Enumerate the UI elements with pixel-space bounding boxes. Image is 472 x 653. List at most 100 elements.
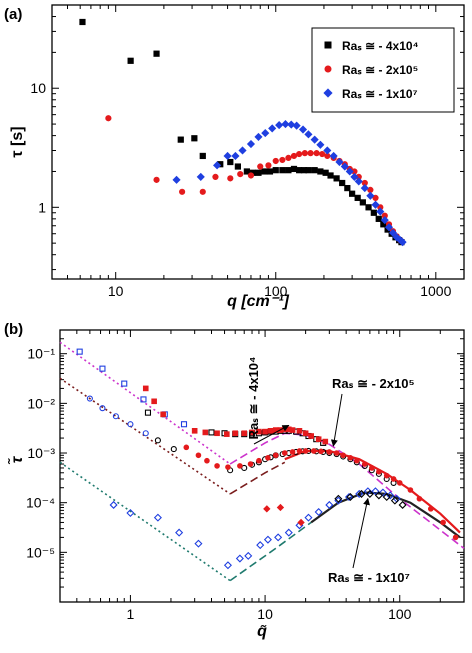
plot-b-point bbox=[263, 535, 272, 544]
plot-b-series-8 bbox=[263, 503, 305, 527]
plot-a-point bbox=[329, 151, 338, 161]
plot-b-point bbox=[256, 428, 262, 435]
plot-b-fit-line-3 bbox=[229, 461, 286, 495]
plot-b-point bbox=[151, 398, 157, 405]
plot-a-point bbox=[272, 157, 279, 165]
plot-a-point bbox=[266, 168, 274, 175]
plot-a-point bbox=[238, 146, 247, 155]
plot-a-point bbox=[371, 200, 380, 209]
plot-b-point bbox=[154, 437, 161, 444]
plot-b-point bbox=[355, 489, 364, 498]
plot-b-point bbox=[296, 428, 303, 434]
plot-a-xlabel: q [cm⁻¹] bbox=[227, 293, 289, 310]
plot-b-point bbox=[274, 533, 283, 542]
plot-a-point bbox=[317, 168, 324, 175]
plot-a-point bbox=[298, 125, 308, 134]
plot-a-x-tick-label: 1000 bbox=[420, 283, 451, 299]
legend: Raₛ ≅ - 4x10⁴ Raₛ ≅ - 2x10⁵ Raₛ ≅ - 1x10⁷ bbox=[311, 27, 455, 113]
plot-a-point bbox=[261, 168, 268, 175]
plot-b-point bbox=[383, 472, 390, 479]
annotation-label: Raₛ ≅ - 1x10⁷ bbox=[328, 570, 410, 585]
plot-a-point bbox=[344, 184, 351, 192]
plot-a-point bbox=[227, 175, 234, 182]
plot-b-point bbox=[368, 465, 375, 471]
plot-a-point bbox=[384, 223, 394, 232]
plot-b-point bbox=[241, 430, 248, 437]
legend-entry: Raₛ ≅ - 2x10⁵ bbox=[324, 63, 418, 77]
plot-b-point bbox=[195, 452, 202, 459]
plot-b-point bbox=[340, 452, 346, 459]
plot-b-y-tick-label: 10⁻⁴ bbox=[26, 495, 55, 511]
plot-b-point bbox=[416, 495, 423, 502]
plot-b-point bbox=[344, 492, 354, 502]
plot-a-point bbox=[296, 150, 303, 158]
annotation-arrow bbox=[330, 393, 343, 447]
plot-b-ylabel: τ̃ bbox=[6, 455, 26, 464]
plot-b-point bbox=[232, 430, 239, 437]
plot-b-point bbox=[382, 492, 391, 502]
plot-b-point bbox=[142, 385, 149, 392]
plot-b-point bbox=[160, 411, 166, 418]
plot-b-point bbox=[390, 496, 399, 505]
plot-b-point bbox=[347, 455, 354, 461]
plot-b-point bbox=[297, 518, 305, 527]
plot-b-x-tick-label: 10 bbox=[257, 606, 273, 622]
plot-b-point bbox=[322, 438, 329, 445]
plot-a-marks bbox=[79, 18, 407, 247]
legend-box bbox=[311, 27, 455, 113]
plot-b-point bbox=[249, 429, 255, 436]
plot-a-point bbox=[153, 176, 160, 183]
plot-a-point bbox=[376, 207, 385, 216]
plot-b-point bbox=[112, 413, 119, 420]
plot-b-point bbox=[452, 534, 459, 541]
plot-b-point bbox=[325, 500, 334, 509]
plot-b-annotation-1: Raₛ ≅ - 2x10⁵ bbox=[330, 376, 415, 447]
plot-a-point bbox=[360, 184, 369, 193]
legend-entry: Raₛ ≅ - 4x10⁴ bbox=[324, 39, 419, 53]
plot-b-point bbox=[365, 489, 374, 498]
plot-a-point bbox=[316, 140, 325, 149]
plot-a-point bbox=[307, 150, 314, 157]
plot-a-point bbox=[335, 157, 344, 167]
plot-b-point bbox=[86, 395, 93, 402]
plot-b-point bbox=[99, 405, 106, 412]
plot-a-point bbox=[196, 172, 205, 181]
plot-a-point bbox=[272, 167, 279, 174]
plot-a-frame bbox=[51, 4, 465, 280]
plot-a-point bbox=[279, 167, 286, 174]
plot-a-point bbox=[375, 215, 382, 222]
plot-a-point bbox=[359, 199, 366, 206]
plot-b-point bbox=[276, 503, 285, 512]
plot-b-marks bbox=[76, 348, 459, 570]
plot-b-point bbox=[354, 457, 360, 464]
plot-a-ticks: 10 100 1000 1 10 bbox=[30, 4, 464, 299]
plot-b-annotation-0: Raₛ ≅ - 4x10⁴ bbox=[246, 357, 290, 445]
plot-b-point bbox=[308, 433, 314, 439]
plot-a-point bbox=[279, 156, 286, 164]
plot-b-point bbox=[315, 436, 322, 442]
plot-a-point bbox=[366, 191, 375, 200]
plot-b-point bbox=[326, 449, 333, 455]
plot-a-x-tick-label: 10 bbox=[108, 283, 124, 299]
plot-a-point bbox=[398, 238, 407, 247]
plot-b-point bbox=[427, 506, 434, 512]
annotation-label: Raₛ ≅ - 4x10⁴ bbox=[246, 357, 261, 440]
plot-b-series-1 bbox=[144, 409, 327, 446]
plot-b-point bbox=[256, 457, 262, 464]
plot-a-ylabel: τ [s] bbox=[9, 126, 26, 157]
plot-b-y-tick-label: 10⁻³ bbox=[27, 445, 55, 461]
plot-b-point bbox=[371, 487, 380, 496]
plot-b-point bbox=[121, 380, 128, 387]
plot-b-fit-line-0 bbox=[59, 341, 231, 465]
plot-a-y-tick-label: 1 bbox=[38, 199, 46, 215]
plot-a-point bbox=[339, 179, 346, 187]
plot-b-x-tick-label: 100 bbox=[388, 606, 412, 622]
plot-a-point bbox=[365, 204, 372, 211]
plot-b-point bbox=[208, 429, 215, 436]
plot-b-point bbox=[225, 464, 231, 470]
plot-b-series-6 bbox=[109, 487, 401, 570]
plot-a-point bbox=[268, 124, 277, 133]
plot-a-point bbox=[213, 161, 222, 170]
plot-b-point bbox=[374, 491, 383, 500]
plot-b-point bbox=[310, 448, 317, 454]
